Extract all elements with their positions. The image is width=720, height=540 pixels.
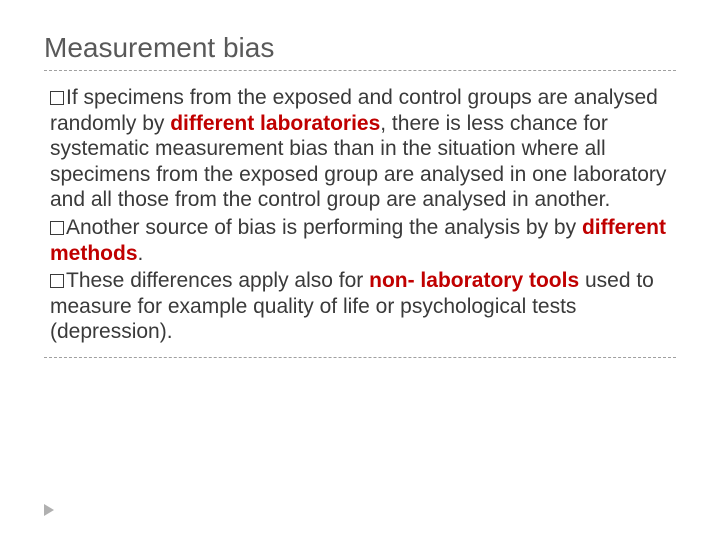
slide-body: If specimens from the exposed and contro… bbox=[44, 85, 676, 345]
bullet-item: Another source of bias is performing the… bbox=[50, 215, 676, 266]
slide: Measurement bias If specimens from the e… bbox=[0, 0, 720, 540]
bullet-square-icon bbox=[50, 274, 64, 288]
bottom-divider bbox=[44, 357, 676, 358]
slide-title: Measurement bias bbox=[44, 32, 676, 64]
bullet-square-icon bbox=[50, 91, 64, 105]
bullet-item: If specimens from the exposed and contro… bbox=[50, 85, 676, 213]
corner-arrow-icon bbox=[44, 504, 54, 516]
emphasis-text: different laboratories bbox=[170, 112, 380, 135]
title-divider bbox=[44, 70, 676, 71]
emphasis-text: non- laboratory tools bbox=[369, 269, 579, 292]
bullet-square-icon bbox=[50, 221, 64, 235]
bullet-item: These differences apply also for non- la… bbox=[50, 268, 676, 345]
body-text: Another source of bias is performing the… bbox=[66, 216, 582, 239]
body-text: . bbox=[138, 242, 144, 265]
body-text: These differences apply also for bbox=[66, 269, 369, 292]
